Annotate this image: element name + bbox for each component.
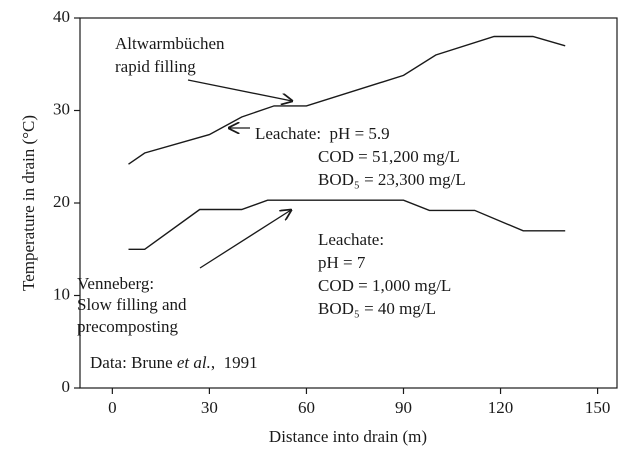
y-tick-label: 30 bbox=[53, 99, 70, 118]
annotation: Leachate: bbox=[318, 230, 384, 249]
x-tick-label: 150 bbox=[585, 398, 611, 417]
annotation: BOD₅ = 23,300 mg/L bbox=[318, 170, 466, 189]
annotation: pH = 7 bbox=[318, 253, 366, 272]
annotation: Venneberg: bbox=[77, 274, 154, 293]
annotation: Slow filling and bbox=[77, 295, 187, 314]
annotation: COD = 1,000 mg/L bbox=[318, 276, 451, 295]
x-tick-label: 30 bbox=[201, 398, 218, 417]
annotation: Altwarmbüchen bbox=[115, 34, 225, 53]
y-tick-label: 0 bbox=[62, 377, 71, 396]
source-part: et al. bbox=[177, 353, 211, 372]
annotation: COD = 51,200 mg/L bbox=[318, 147, 460, 166]
x-tick-label: 60 bbox=[298, 398, 315, 417]
series-line bbox=[128, 35, 566, 165]
source-note: Data: Brune et al., 1991 bbox=[90, 353, 258, 372]
source-part: Data: Brune bbox=[90, 353, 177, 372]
x-tick-label: 0 bbox=[108, 398, 117, 417]
x-tick-label: 120 bbox=[488, 398, 514, 417]
series-line bbox=[128, 199, 566, 250]
source-part: , 1991 bbox=[211, 353, 258, 372]
x-tick-label: 90 bbox=[395, 398, 412, 417]
x-axis-label: Distance into drain (m) bbox=[269, 427, 427, 446]
y-tick-label: 20 bbox=[53, 192, 70, 211]
y-axis-label: Temperature in drain (°C) bbox=[19, 115, 38, 291]
annotation: precomposting bbox=[77, 317, 179, 336]
arrow bbox=[187, 79, 292, 101]
annotation: Leachate: pH = 5.9 bbox=[255, 124, 390, 143]
annotation: rapid filling bbox=[115, 57, 196, 76]
y-tick-label: 40 bbox=[53, 7, 70, 26]
arrow bbox=[199, 210, 291, 269]
y-tick-label: 10 bbox=[53, 284, 70, 303]
annotation: BOD₅ = 40 mg/L bbox=[318, 299, 436, 318]
